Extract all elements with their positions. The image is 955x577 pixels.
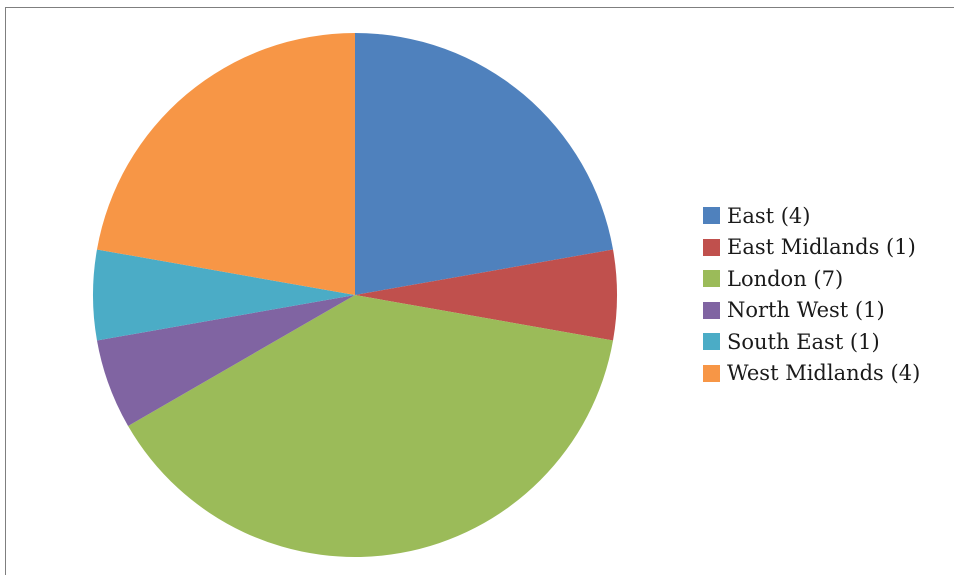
pie-slice-west-midlands [96, 33, 355, 295]
legend-label-east-midlands: East Midlands (1) [727, 235, 916, 260]
pie-slice-east [355, 33, 614, 295]
legend-item-west-midlands: West Midlands (4) [703, 358, 920, 390]
pie-slice-london [128, 295, 614, 558]
pie-slice-north-west [96, 295, 355, 426]
legend-label-west-midlands: West Midlands (4) [727, 361, 921, 386]
legend-swatch-north-west [703, 301, 720, 319]
legend-swatch-east [703, 207, 720, 225]
legend-item-south-east: South East (1) [703, 326, 920, 358]
legend-item-london: London (7) [703, 263, 920, 295]
legend-item-north-west: North West (1) [703, 295, 920, 327]
legend-swatch-london [703, 270, 720, 288]
legend-label-london: London (7) [727, 266, 844, 291]
legend: East (4) East Midlands (1) London (7) No… [703, 200, 920, 389]
legend-label-east: East (4) [727, 203, 811, 228]
legend-swatch-east-midlands [703, 238, 720, 256]
legend-item-east-midlands: East Midlands (1) [703, 232, 920, 264]
pie-slice-east-midlands [355, 249, 618, 341]
legend-label-south-east: South East (1) [727, 329, 880, 354]
legend-item-east: East (4) [703, 200, 920, 232]
legend-label-north-west: North West (1) [727, 298, 885, 323]
legend-swatch-south-east [703, 333, 720, 351]
legend-swatch-west-midlands [703, 364, 720, 382]
pie-slice-south-east [92, 249, 355, 341]
